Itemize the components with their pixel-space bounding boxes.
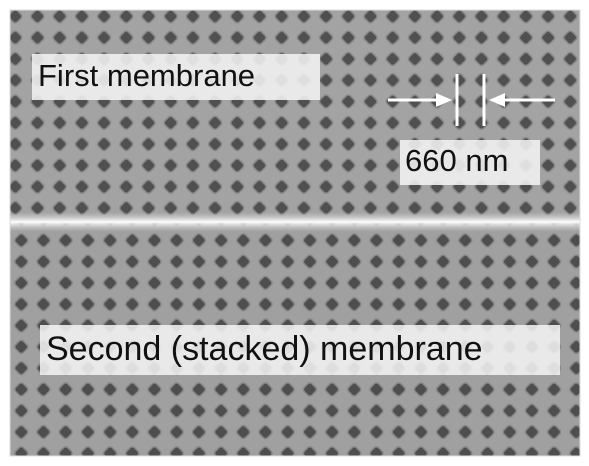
page: First membrane 660 nm Second (stacked) m… xyxy=(0,0,589,466)
label: Second (stacked) membrane xyxy=(46,330,483,368)
micrograph: First membrane 660 nm Second (stacked) m… xyxy=(0,0,589,466)
first-membrane-area xyxy=(10,10,580,222)
seam xyxy=(10,212,580,232)
label: 660 nm xyxy=(405,143,508,178)
label: First membrane xyxy=(38,58,255,93)
